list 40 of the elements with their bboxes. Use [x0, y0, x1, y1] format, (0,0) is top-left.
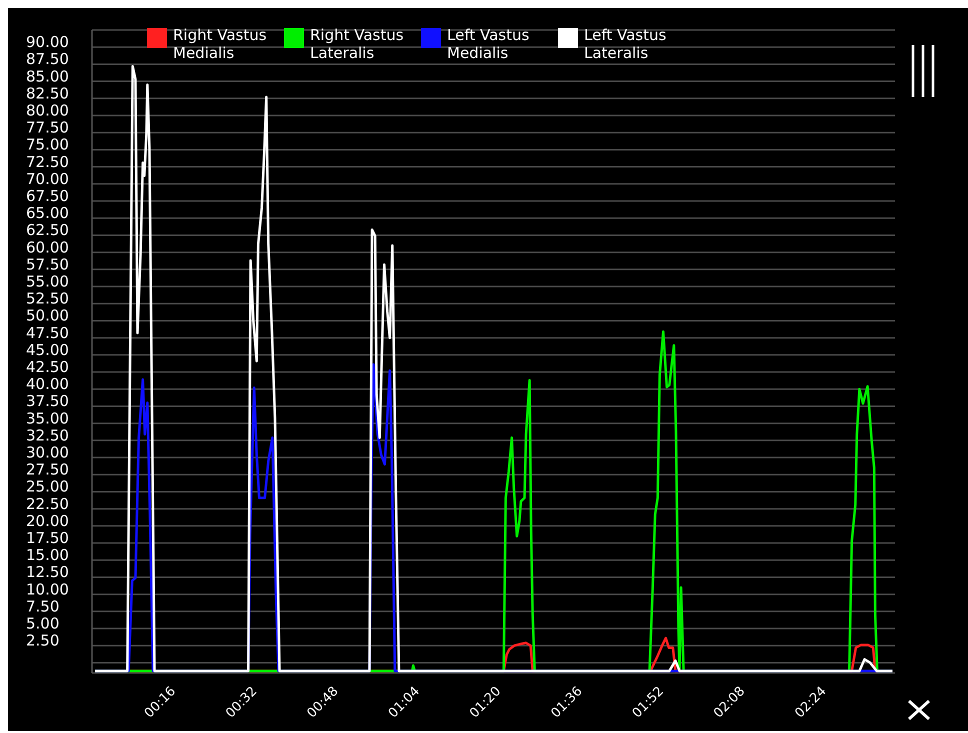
y-tick-label: 17.50: [26, 529, 69, 548]
y-tick-label: 52.50: [26, 290, 69, 308]
y-tick-label: 20.00: [26, 512, 69, 530]
legend-label: Right Vastus Lateralis: [310, 26, 405, 62]
y-tick-label: 37.50: [26, 392, 69, 410]
y-tick-label: 10.00: [26, 580, 69, 598]
y-tick-label: 87.50: [26, 50, 69, 68]
y-tick-label: 47.50: [26, 324, 69, 342]
y-tick-label: 7.50: [26, 597, 60, 616]
y-tick-label: 72.50: [26, 152, 69, 171]
y-tick-label: 27.50: [26, 460, 69, 479]
y-tick-label: 30.00: [26, 444, 69, 462]
y-tick-label: 65.00: [26, 204, 69, 222]
y-tick-label: 40.00: [26, 375, 69, 394]
y-tick-label: 80.00: [26, 102, 69, 120]
y-tick-label: 85.00: [26, 67, 69, 86]
y-tick-label: 70.00: [26, 170, 69, 188]
y-tick-label: 5.00: [26, 614, 60, 633]
y-tick-label: 57.50: [26, 255, 69, 274]
legend-label: Left Vastus Medialis: [447, 26, 530, 62]
y-tick-label: 75.00: [26, 136, 69, 154]
y-tick-label: 55.00: [26, 272, 69, 291]
y-tick-label: 50.00: [26, 306, 69, 325]
y-tick-label: 67.50: [26, 187, 69, 206]
legend-label: Right Vastus Medialis: [173, 26, 268, 62]
y-tick-label: 60.00: [26, 238, 69, 256]
y-tick-label: 22.50: [26, 494, 69, 513]
y-tick-label: 25.00: [26, 478, 69, 496]
y-tick-label: 35.00: [26, 409, 69, 428]
y-tick-label: 62.50: [26, 221, 69, 240]
y-tick-label: 42.50: [26, 358, 69, 376]
y-tick-label: 15.00: [26, 546, 69, 564]
y-tick-label: 45.00: [26, 340, 69, 359]
y-tick-label: 77.50: [26, 118, 69, 137]
legend-label: Left Vastus Lateralis: [584, 26, 668, 62]
y-tick-label: 82.50: [26, 84, 69, 102]
y-tick-label: 12.50: [26, 563, 69, 582]
y-tick-label: 32.50: [26, 426, 69, 444]
y-tick-label: 90.00: [26, 33, 69, 52]
y-tick-label: 2.50: [26, 632, 60, 650]
